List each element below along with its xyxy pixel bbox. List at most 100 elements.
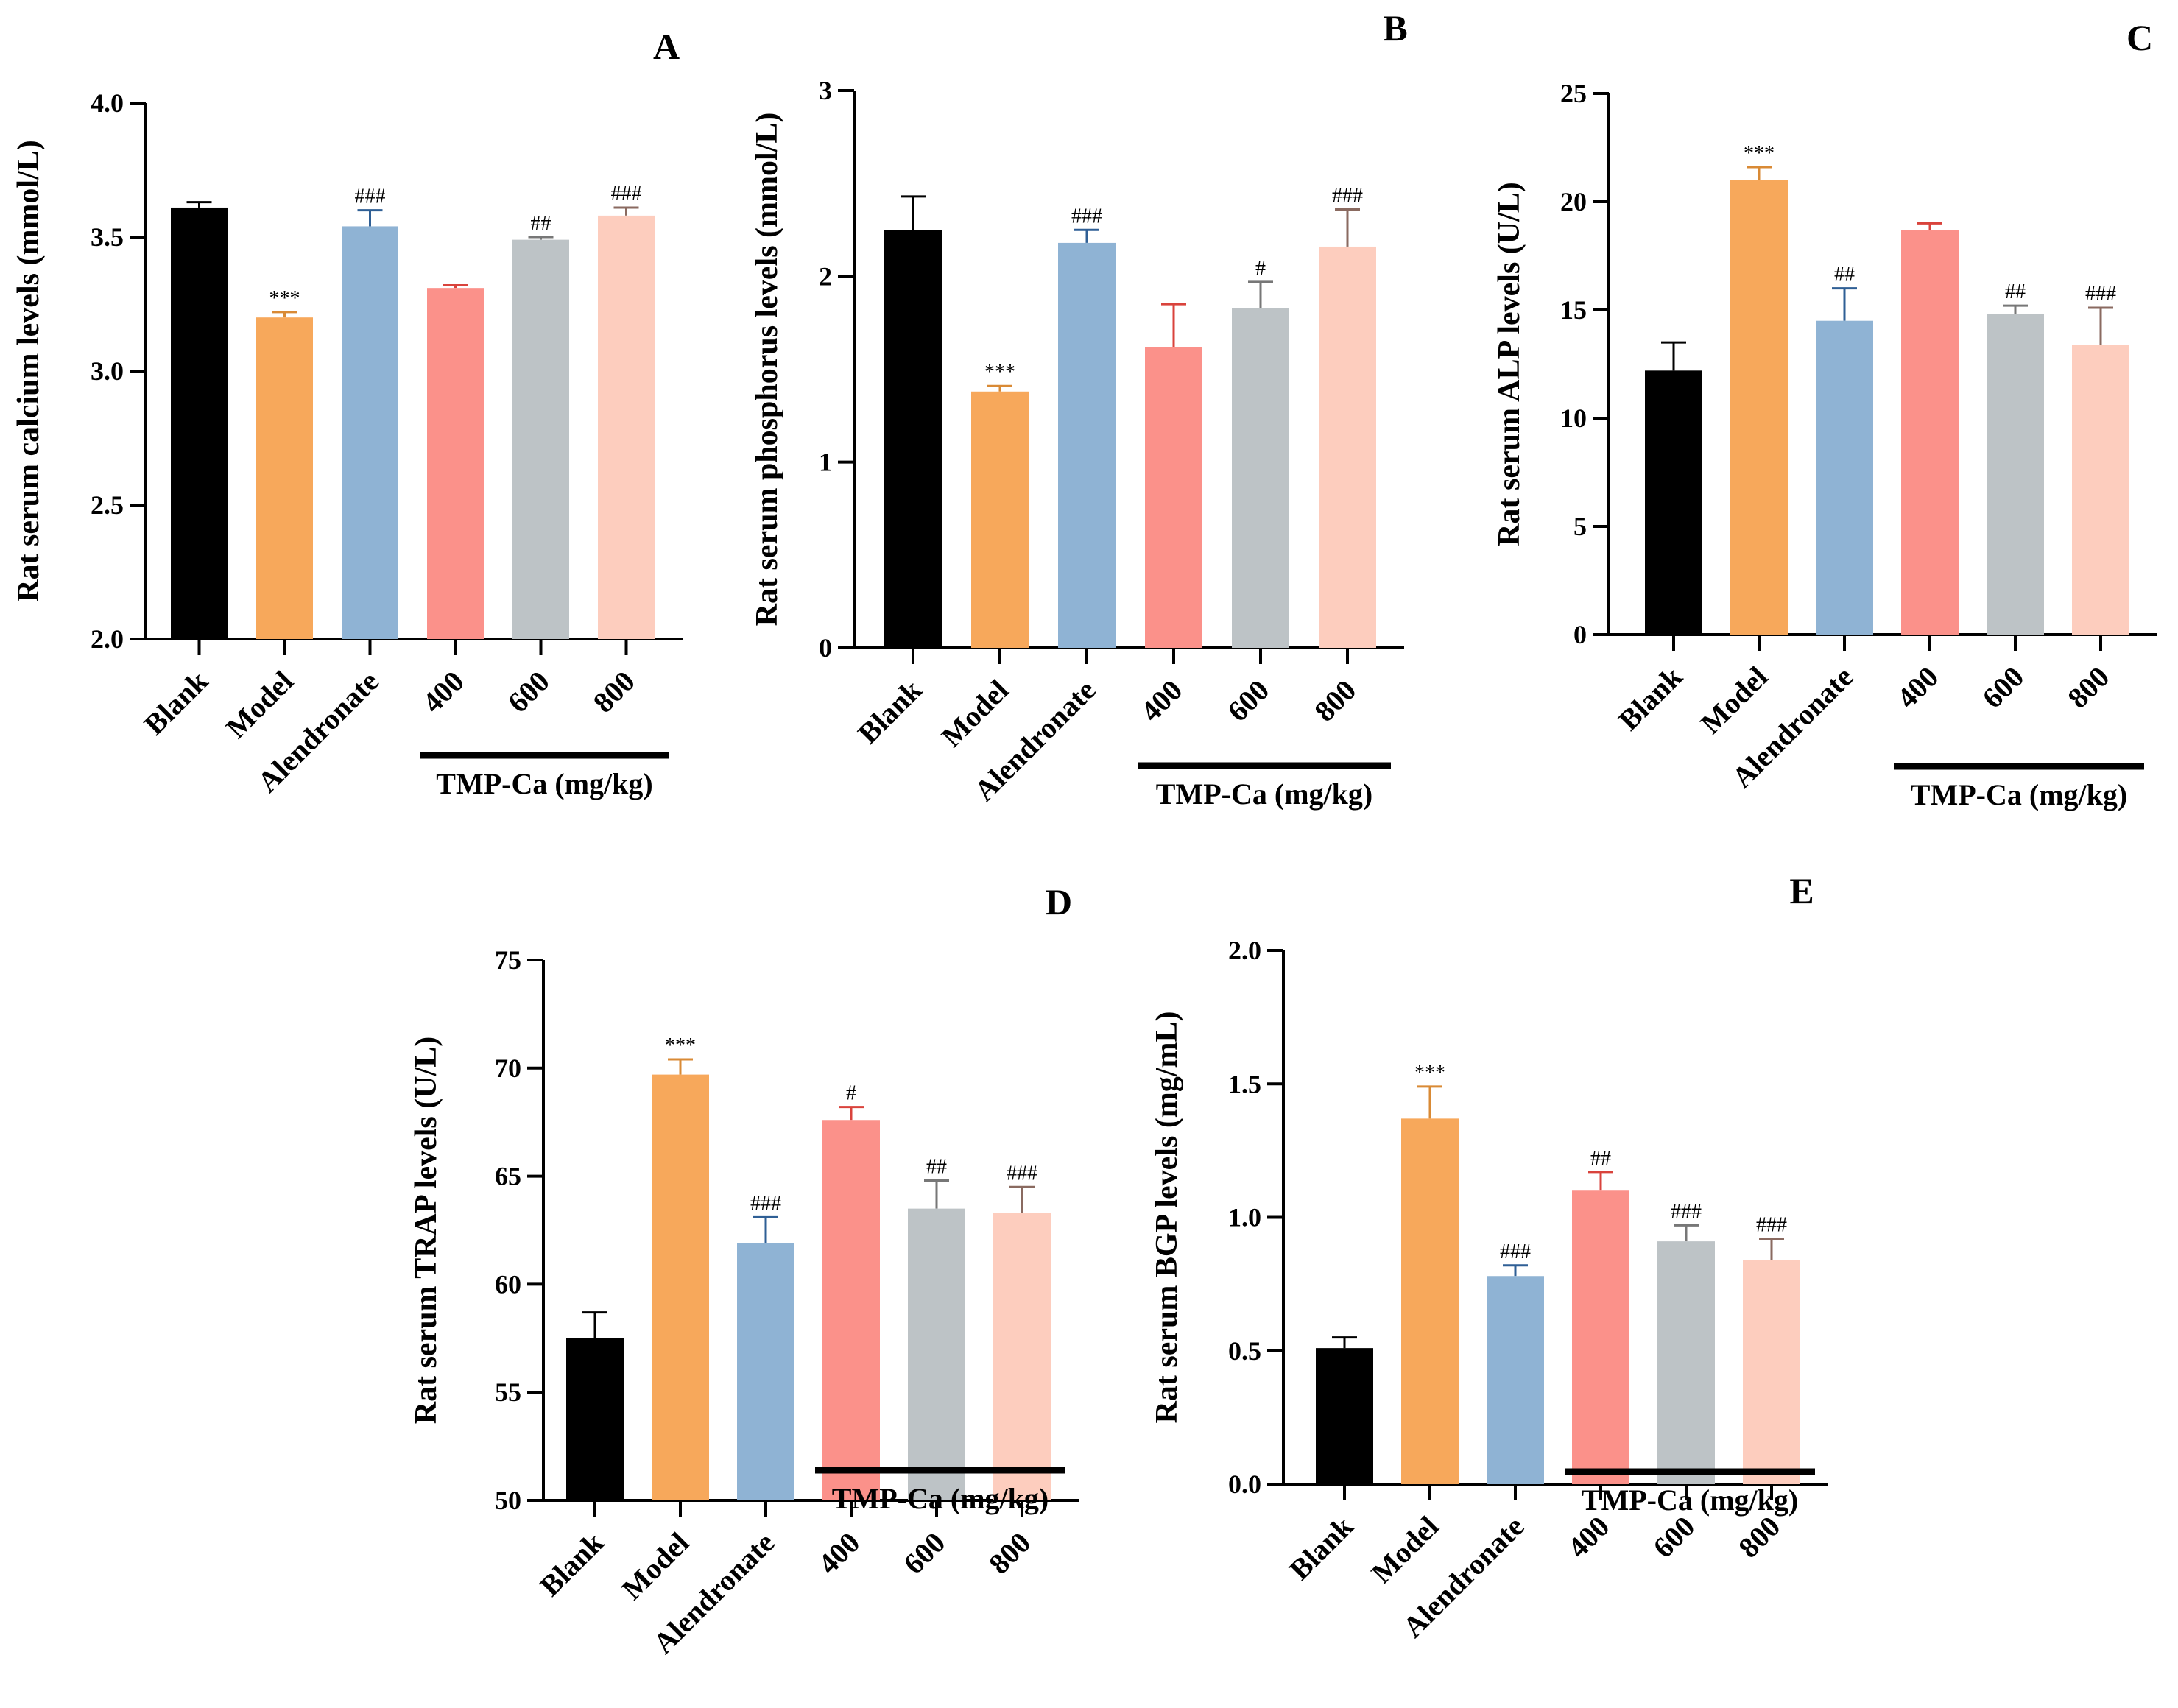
panel-label: E [1789, 870, 1814, 911]
y-tick-label: 2.0 [1228, 936, 1261, 965]
significance-label: # [846, 1082, 856, 1105]
x-tick-label: 800 [1732, 1510, 1786, 1564]
x-tick-label: 600 [1976, 660, 2030, 715]
x-tick-label: 400 [416, 665, 471, 719]
x-tick-label: Model [219, 665, 300, 745]
chart-panel-a: A 2.0 2.5 3.0 3.5 4.0 Rat serum calcium levels… [12, 26, 683, 800]
y-tick-label: 1.5 [1228, 1069, 1261, 1098]
bar-model [1730, 180, 1788, 635]
x-tick-label: 400 [811, 1526, 866, 1581]
y-tick-label: 65 [495, 1162, 521, 1191]
bar-blank [884, 230, 942, 648]
bar-alendronate [1058, 242, 1116, 648]
bar-400 [427, 288, 484, 639]
y-tick-label: 1 [819, 448, 832, 477]
bar-blank [171, 207, 228, 640]
y-tick-label: 5 [1573, 512, 1587, 541]
significance-label: ### [1071, 205, 1102, 227]
y-tick-label: 15 [1560, 295, 1587, 325]
significance-label: ## [531, 212, 551, 235]
significance-label: ### [1332, 184, 1363, 207]
x-tick-label: 600 [1646, 1510, 1701, 1564]
group-label: TMP-Ca (mg/kg) [436, 767, 652, 800]
bar-800 [2072, 345, 2129, 635]
significance-label: ### [750, 1192, 781, 1215]
y-tick-label: 70 [495, 1054, 521, 1083]
significance-label: ### [1500, 1241, 1531, 1263]
y-axis-title: Rat serum ALP levels (U/L) [1492, 182, 1526, 546]
y-tick-label: 55 [495, 1377, 521, 1407]
significance-label: ## [2005, 280, 2026, 303]
panel-label: D [1046, 881, 1072, 922]
significance-label: *** [984, 361, 1015, 384]
y-tick-label: 60 [495, 1269, 521, 1299]
x-tick-label: Blank [533, 1525, 610, 1603]
group-label: TMP-Ca (mg/kg) [832, 1482, 1049, 1515]
bar-800 [1743, 1260, 1800, 1484]
y-tick-label: 2.5 [91, 490, 124, 520]
x-tick-label: 800 [1308, 674, 1362, 728]
group-label: TMP-Ca (mg/kg) [1582, 1483, 1798, 1517]
bar-alendronate [737, 1243, 794, 1500]
y-tick-label: 20 [1560, 187, 1587, 216]
significance-label: ### [2085, 283, 2116, 306]
bar-800 [993, 1213, 1051, 1500]
significance-label: # [1255, 257, 1266, 280]
x-tick-label: 600 [897, 1526, 951, 1581]
bar-model [652, 1074, 709, 1500]
bar-600 [908, 1208, 965, 1500]
x-tick-label: Model [616, 1526, 696, 1606]
y-axis-title: Rat serum TRAP levels (U/L) [409, 1037, 443, 1425]
x-tick-label: 400 [1561, 1510, 1615, 1564]
x-tick-label: 800 [2061, 660, 2115, 715]
bar-400 [822, 1120, 880, 1500]
bar-alendronate [1487, 1276, 1544, 1484]
y-tick-label: 25 [1560, 79, 1587, 108]
bar-alendronate [1816, 320, 1873, 635]
y-tick-label: 3.5 [91, 222, 124, 252]
bar-600 [1987, 314, 2044, 635]
bar-600 [512, 239, 569, 639]
significance-label: ### [611, 183, 642, 205]
y-tick-label: 10 [1560, 403, 1587, 433]
y-tick-label: 4.0 [91, 88, 124, 118]
panel-label: B [1383, 7, 1407, 49]
significance-label: *** [1414, 1062, 1445, 1084]
y-tick-label: 1.0 [1228, 1203, 1261, 1232]
x-tick-label: 600 [501, 665, 556, 719]
x-tick-label: Blank [851, 673, 928, 750]
x-tick-label: Blank [1283, 1509, 1360, 1587]
panel-label: C [2126, 17, 2153, 58]
bar-600 [1232, 308, 1289, 648]
chart-panel-e: E 0.0 0.5 1.0 1.5 2.0 Rat serum BGP levels (mg… [1150, 870, 1828, 1644]
y-tick-label: 0 [1573, 620, 1587, 649]
y-tick-label: 0.5 [1228, 1336, 1261, 1366]
significance-label: *** [665, 1034, 696, 1057]
y-tick-label: 0 [819, 633, 832, 663]
y-axis-title: Rat serum BGP levels (mg/mL) [1150, 1012, 1184, 1424]
y-tick-label: 50 [495, 1486, 521, 1515]
x-tick-label: 600 [1221, 674, 1275, 728]
bar-blank [1316, 1348, 1373, 1484]
y-axis-title: Rat serum phosphorus levels (mmol/L) [750, 113, 784, 627]
group-label: TMP-Ca (mg/kg) [1156, 777, 1372, 811]
y-axis-title: Rat serum calcium levels (mmol/L) [12, 140, 46, 602]
bar-800 [598, 215, 655, 639]
significance-label: ### [355, 186, 386, 208]
bar-model [971, 391, 1029, 648]
y-tick-label: 2 [819, 261, 832, 291]
significance-label: ## [1834, 264, 1855, 286]
y-tick-label: 3.0 [91, 356, 124, 386]
significance-label: ### [1007, 1162, 1037, 1185]
x-tick-label: Model [1365, 1510, 1445, 1590]
chart-panel-b: B 0 1 2 3 Rat serum phosphorus levels (mmol/L… [750, 7, 1408, 811]
x-tick-label: 400 [1134, 674, 1188, 728]
significance-label: ### [1756, 1214, 1787, 1237]
y-tick-label: 75 [495, 945, 521, 975]
bar-400 [1145, 347, 1202, 648]
y-tick-label: 2.0 [91, 624, 124, 654]
group-label: TMP-Ca (mg/kg) [1911, 778, 2127, 811]
bar-800 [1319, 246, 1376, 649]
bar-blank [566, 1338, 624, 1500]
